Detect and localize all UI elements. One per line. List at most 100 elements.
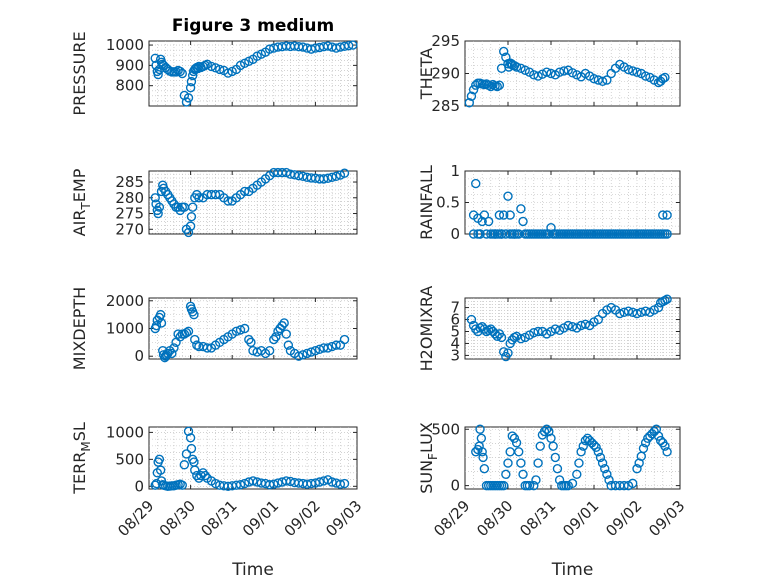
data-point: [183, 93, 194, 103]
data-point: [653, 302, 664, 313]
data-point: [298, 42, 308, 52]
y-axis-label: TERRMSL: [70, 422, 93, 495]
data-point: [186, 443, 197, 454]
data-point: [488, 79, 498, 90]
data-point: [223, 196, 233, 206]
y-tick-label: 275: [115, 205, 144, 223]
data-point: [187, 202, 198, 212]
data-point: [475, 424, 485, 434]
data-point: [323, 173, 333, 183]
y-tick-label: 1000: [106, 320, 144, 338]
data-point: [567, 322, 578, 332]
panel-rainfall: 0 0.5 1 RAINFALL: [417, 162, 681, 243]
data-point: [580, 319, 591, 330]
data-point: [310, 345, 321, 356]
data-point: [331, 171, 341, 182]
data-point: [662, 210, 672, 220]
data-point: [468, 229, 479, 239]
data-point: [660, 441, 670, 451]
data-point: [175, 66, 185, 77]
data-point: [529, 480, 539, 491]
y-tick-label: 295: [431, 32, 460, 50]
data-point: [339, 478, 350, 489]
data-point: [167, 348, 177, 359]
data-point: [516, 333, 526, 344]
data-point: [516, 204, 526, 214]
y-tick-label: 900: [115, 56, 144, 74]
data-point: [169, 343, 179, 353]
data-point: [223, 68, 233, 78]
data-point: [494, 80, 505, 90]
y-tick-label: 270: [115, 220, 144, 238]
data-point: [602, 75, 612, 85]
data-point: [529, 327, 539, 338]
y-tick-label: 5: [450, 322, 460, 340]
data-point: [533, 71, 543, 81]
data-point: [662, 447, 672, 457]
data-point: [572, 469, 582, 480]
data-point: [640, 71, 651, 81]
data-point: [550, 324, 560, 334]
y-axis-label: THETA: [417, 48, 436, 100]
axes-frame: [464, 170, 681, 235]
data-point: [269, 334, 279, 345]
data-point: [499, 480, 509, 491]
y-tick-label: 1000: [106, 36, 144, 54]
data-point: [210, 63, 221, 73]
data-point: [327, 477, 337, 487]
data-point: [479, 324, 490, 334]
y-tick-label: 2000: [106, 292, 144, 310]
data-point: [483, 216, 494, 227]
data-point: [239, 478, 250, 489]
data-point: [477, 216, 487, 227]
data-point: [323, 41, 333, 51]
data-point: [235, 479, 246, 490]
data-point: [658, 73, 668, 84]
data-point: [662, 229, 672, 239]
data-point: [494, 210, 505, 220]
x-tick-label: 09/03: [645, 497, 688, 540]
data-point: [509, 433, 520, 443]
data-point: [479, 464, 490, 474]
data-point: [271, 332, 281, 342]
data-point: [511, 438, 522, 448]
data-point: [640, 438, 651, 448]
data-point: [310, 478, 321, 488]
data-point: [567, 478, 578, 489]
data-point: [314, 477, 325, 487]
data-point: [503, 458, 513, 468]
data-point: [638, 443, 649, 454]
data-point: [628, 478, 638, 489]
data-point: [273, 478, 283, 488]
data-point: [524, 480, 535, 491]
x-tick-label: 08/31: [516, 497, 559, 540]
x-tick-label: 09/01: [559, 497, 602, 540]
data-point: [496, 332, 507, 343]
data-point: [546, 68, 556, 79]
data-point: [589, 440, 599, 450]
data-point: [154, 202, 165, 212]
data-point: [507, 431, 517, 441]
data-point: [183, 426, 194, 437]
data-point: [619, 480, 629, 491]
data-point: [518, 216, 528, 227]
data-point: [239, 186, 250, 197]
x-axis-label: Time: [551, 560, 594, 580]
data-point: [490, 229, 500, 239]
panel-pressure: 800 900 1000 PRESSURE Figure 3 medium: [70, 16, 358, 116]
data-point: [533, 326, 543, 337]
data-point: [154, 454, 165, 465]
data-point: [632, 464, 642, 474]
data-point: [516, 458, 526, 468]
data-point: [542, 67, 552, 77]
data-point: [327, 172, 337, 183]
data-point: [580, 435, 591, 446]
data-point: [186, 76, 197, 87]
y-tick-label: 285: [115, 173, 144, 191]
data-point: [492, 331, 502, 341]
data-point: [343, 40, 354, 51]
y-tick-label: 0: [450, 225, 460, 243]
data-point: [503, 191, 513, 201]
data-point: [464, 98, 474, 108]
